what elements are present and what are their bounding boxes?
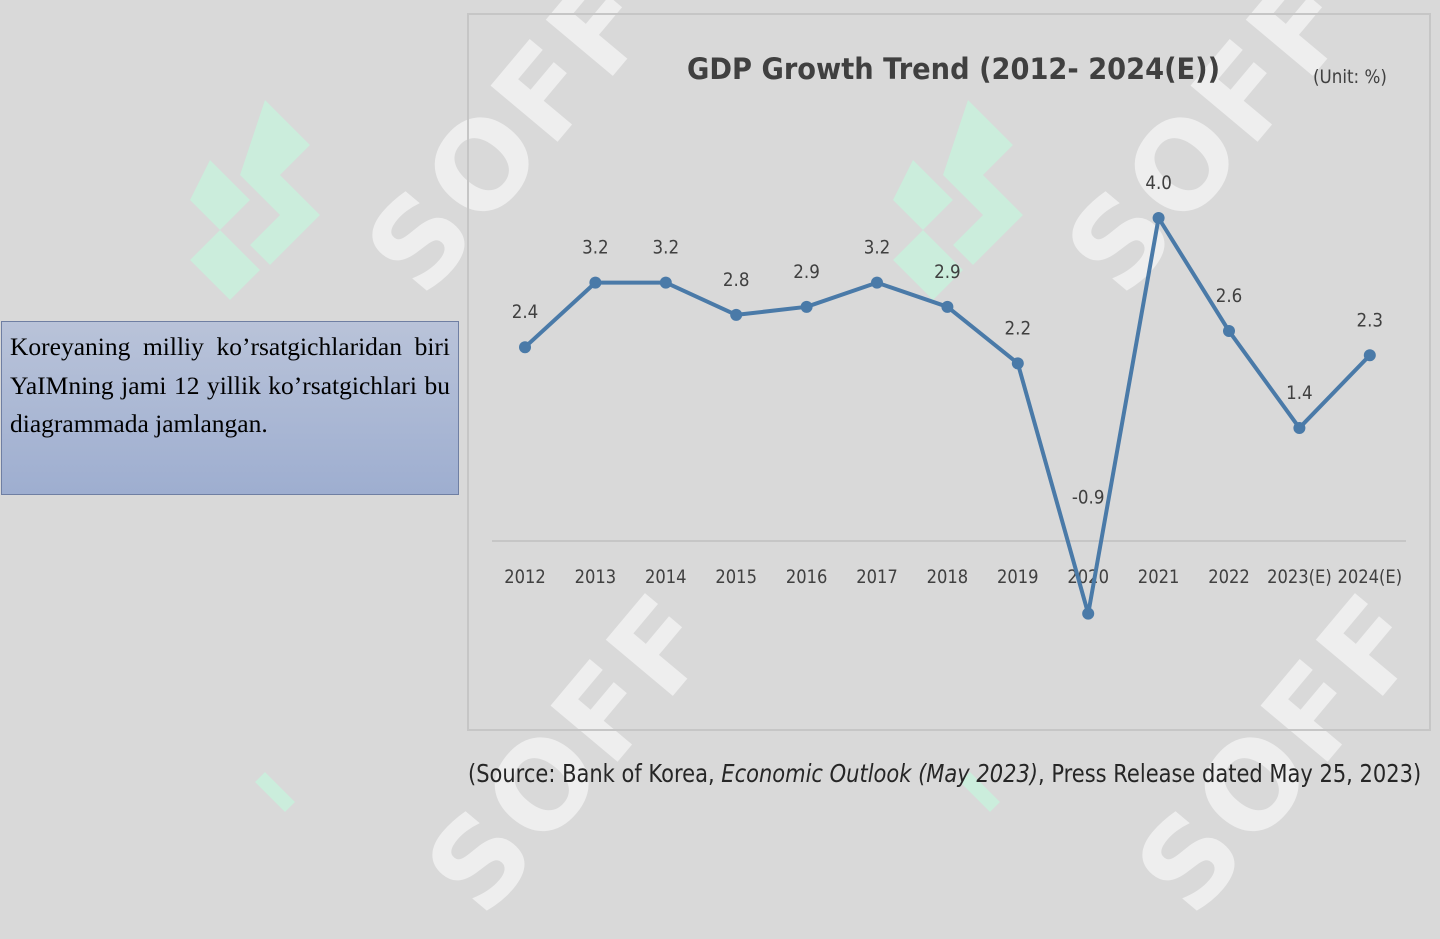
source-citation: (Source: Bank of Korea, Economic Outlook… <box>468 759 1421 788</box>
data-point <box>1152 212 1165 224</box>
x-tick-label: 2017 <box>856 567 898 588</box>
data-point <box>589 276 602 289</box>
x-tick-label: 2014 <box>645 567 687 588</box>
data-point <box>1363 349 1376 362</box>
x-tick-label: 2019 <box>997 567 1039 588</box>
x-tick-label: 2021 <box>1138 567 1180 588</box>
data-label: 2.9 <box>934 261 961 283</box>
data-label: 2.9 <box>793 261 820 283</box>
x-tick-label: 2013 <box>575 567 617 588</box>
x-tick-label: 2020 <box>1067 567 1109 588</box>
source-prefix: (Source: Bank of Korea, <box>468 759 722 788</box>
data-point <box>871 276 883 289</box>
data-label: 3.2 <box>582 237 609 259</box>
data-point <box>1293 421 1306 434</box>
x-tick-label: 2012 <box>504 567 546 588</box>
data-label: 2.2 <box>1005 317 1032 339</box>
data-point <box>1011 357 1024 370</box>
data-point <box>659 276 672 289</box>
x-tick-label: 2016 <box>786 567 828 588</box>
line-chart: 2012 2013 2014 2015 2016 2017 2018 2019 2020 2021… <box>492 172 1406 620</box>
chart-unit-label: (Unit: %) <box>1313 66 1387 88</box>
data-point <box>519 341 531 354</box>
x-tick-label: 2023(E) <box>1267 567 1332 588</box>
source-suffix: , Press Release dated May 25, 2023) <box>1037 759 1422 788</box>
data-label: 2.6 <box>1216 285 1243 307</box>
data-label: 2.4 <box>512 301 539 323</box>
data-point <box>730 308 743 321</box>
chart-title: GDP Growth Trend (2012- 2024(E)) <box>687 52 1221 86</box>
data-label: 3.2 <box>653 237 680 259</box>
data-label: 2.3 <box>1357 309 1384 331</box>
data-label: 3.2 <box>864 237 891 259</box>
data-label: 2.8 <box>723 269 750 291</box>
data-point <box>941 300 954 313</box>
x-tick-label: 2015 <box>715 567 757 588</box>
data-label: 4.0 <box>1145 172 1172 194</box>
x-tick-label: 2024(E) <box>1337 567 1402 588</box>
source-publication: Economic Outlook (May 2023) <box>721 759 1038 788</box>
x-tick-label: 2022 <box>1208 567 1250 588</box>
x-tick-label: 2018 <box>927 567 969 588</box>
data-label: 1.4 <box>1286 382 1313 404</box>
chart-frame <box>467 13 1431 731</box>
data-point <box>800 300 813 313</box>
data-point <box>1082 607 1095 620</box>
data-label: -0.9 <box>1072 487 1105 509</box>
description-text-box: Koreyaning milliy ko’rsatgichlaridan bir… <box>1 321 459 495</box>
data-point <box>1223 325 1235 338</box>
